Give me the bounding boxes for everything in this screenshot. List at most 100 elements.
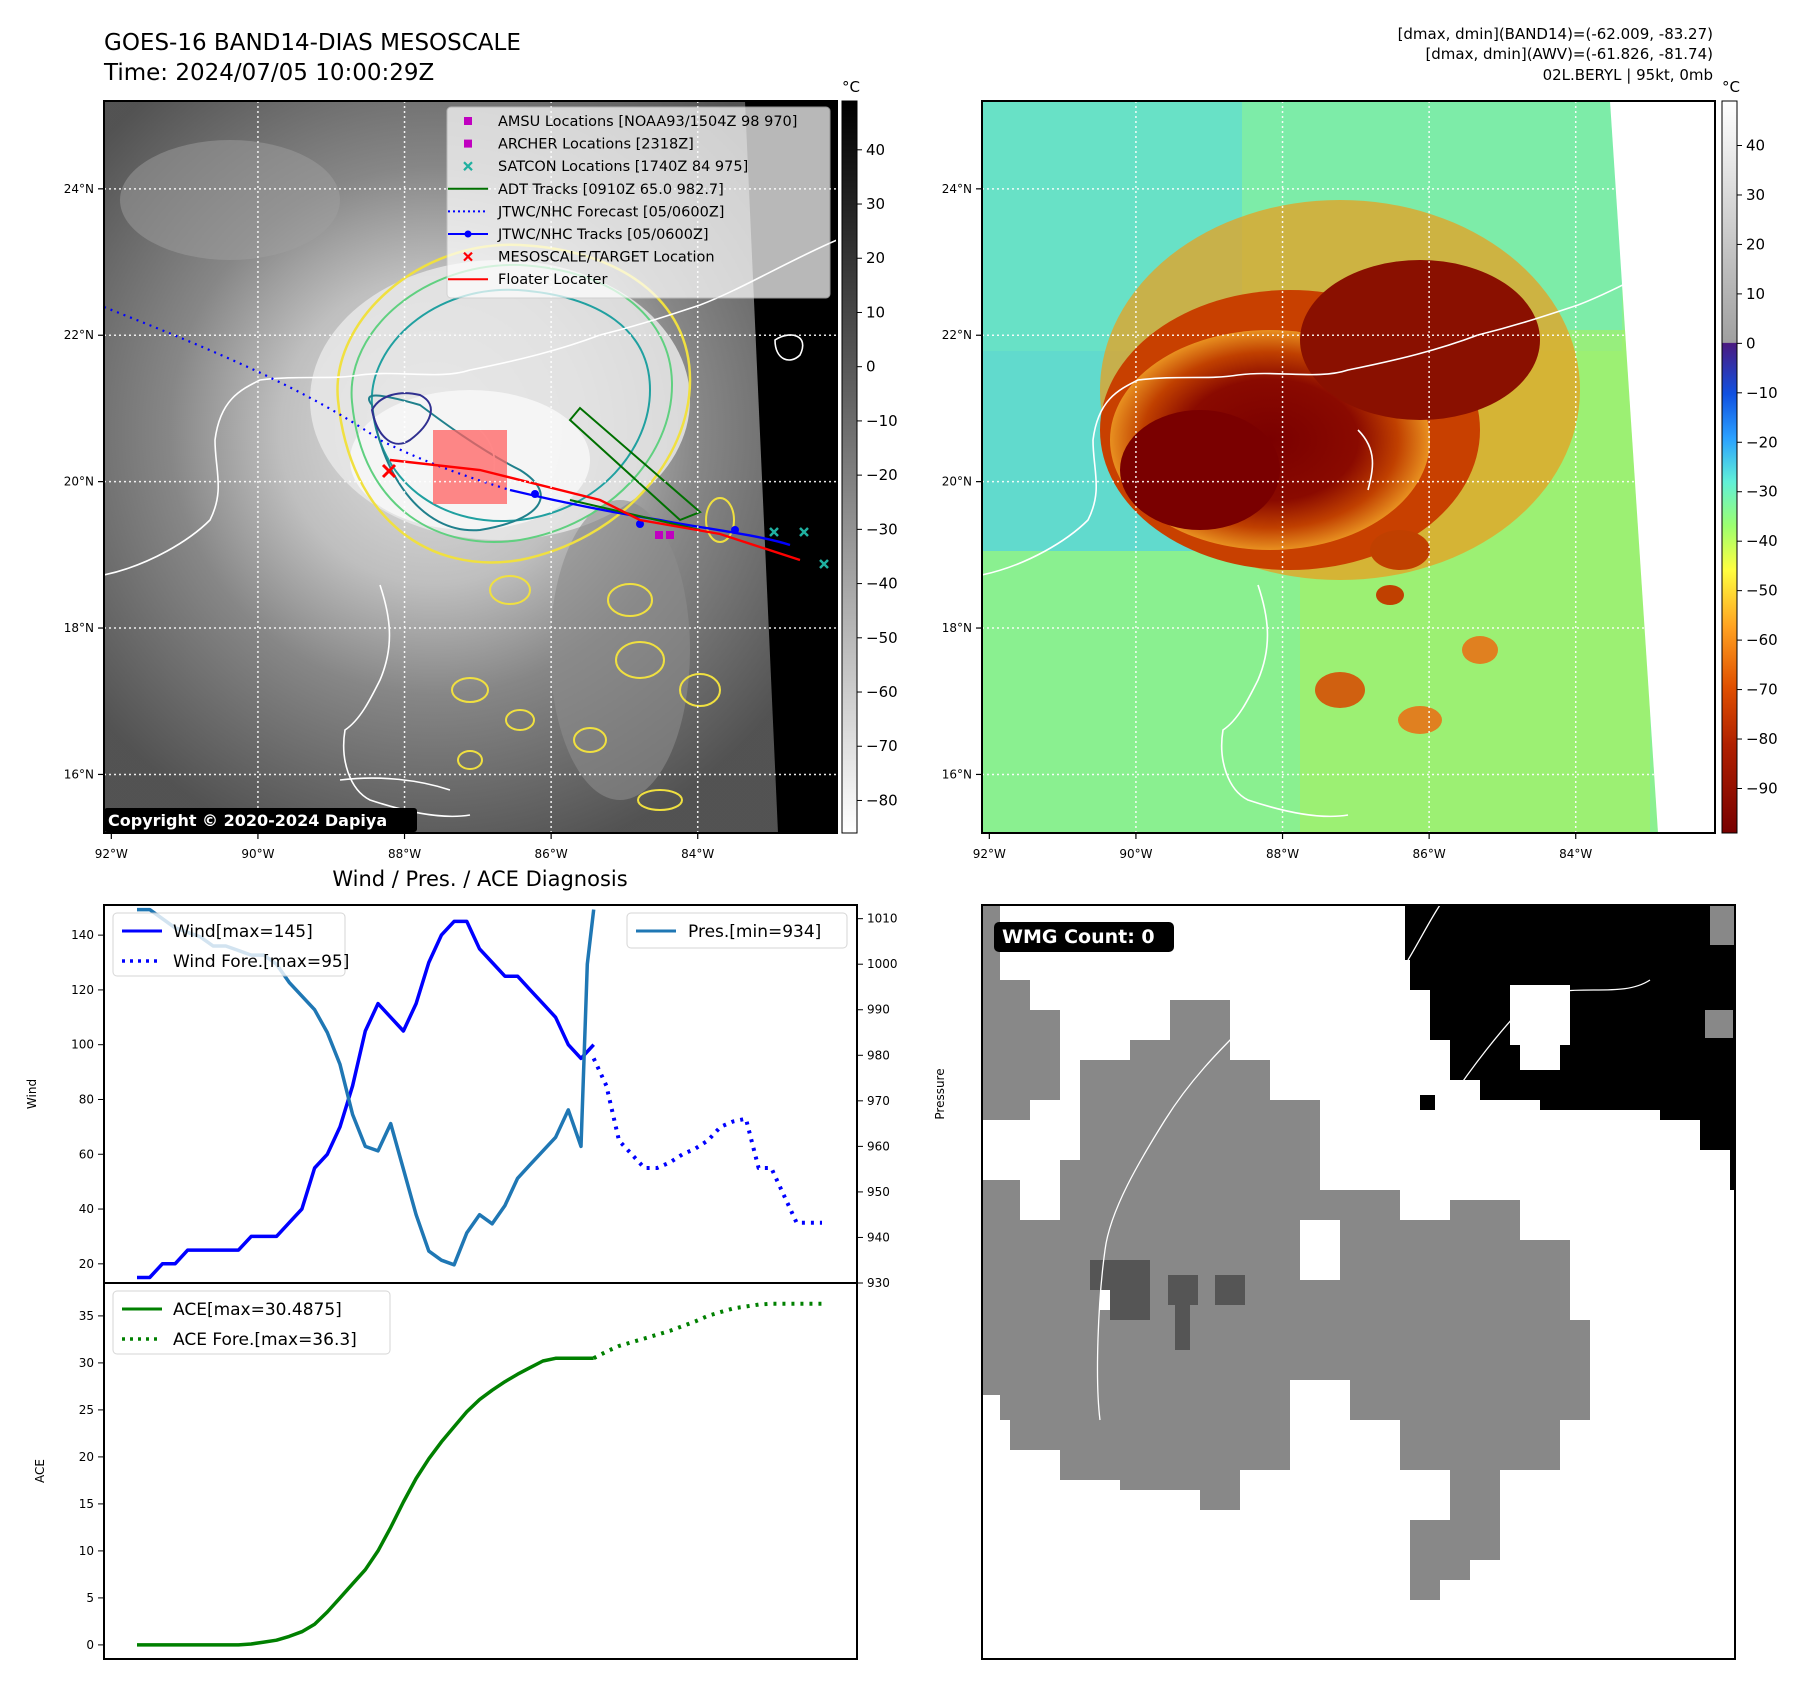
legend-square-marker [464, 117, 472, 125]
ace-tick-label: 0 [86, 1638, 94, 1652]
legend-entry: AMSU Locations [NOAA93/1504Z 98 970] [464, 114, 797, 130]
ace-tick-label: 5 [86, 1591, 94, 1605]
info-line-2: [dmax, dmin](AWV)=(-61.826, -81.74) [1425, 45, 1713, 63]
lon-tick-label: 84°W [1559, 847, 1592, 861]
ace-line [137, 1356, 594, 1647]
ace-tick-label: 20 [79, 1450, 94, 1464]
lon-tick-label: 86°W [1413, 847, 1446, 861]
lat-tick-label: 18°N [942, 621, 972, 635]
wmg-count-label: WMG Count: 0 [1002, 926, 1155, 948]
colorbar-tick-label: −50 [1746, 582, 1778, 600]
pressure-tick-label: 930 [867, 1276, 890, 1290]
legend-entry-label: JTWC/NHC Tracks [05/0600Z] [497, 227, 709, 243]
wind-axis-label: Wind [25, 1079, 39, 1109]
colorbar-tick-label: 0 [866, 358, 876, 376]
legend-entry: MESOSCALE/TARGET Location [463, 250, 715, 266]
lat-tick-label: 16°N [942, 767, 972, 781]
colorbar-tick-label: −30 [866, 520, 898, 538]
ace-legend: ACE[max=30.4875] ACE Fore.[max=36.3] [112, 1290, 391, 1355]
wind-line [137, 919, 595, 1280]
pressure-tick-label: 950 [867, 1185, 890, 1199]
lat-tick-label: 22°N [942, 328, 972, 342]
colorbar-tick-label: −70 [1746, 681, 1778, 699]
colorbar-tick-label: −10 [866, 412, 898, 430]
lon-tick-label: 84°W [681, 847, 714, 861]
lat-tick-label: 16°N [64, 767, 94, 781]
legend-entry: ADT Tracks [0910Z 65.0 982.7] [448, 182, 724, 198]
wind-tick-label: 140 [71, 928, 94, 942]
wind-tick-label: 80 [79, 1092, 94, 1106]
gray-colorbar: °C 40 30 20 10 0 −10 −20 −30 −40 −50 −60 −70 −80 [841, 78, 898, 834]
colorbar-tick-label: 40 [866, 141, 885, 159]
colorbar-tick-label: −20 [866, 466, 898, 484]
legend-entry-label: ADT Tracks [0910Z 65.0 982.7] [498, 182, 724, 198]
pressure-axis-label: Pressure [933, 1068, 947, 1119]
colorbar-tick-label: −50 [866, 629, 898, 647]
colorbar-tick-label: −60 [866, 683, 898, 701]
colorbar-tick-label: 10 [866, 303, 885, 321]
legend-dot-marker [464, 230, 472, 238]
legend-ace-label: ACE[max=30.4875] [173, 1300, 342, 1320]
lon-tick-label: 90°W [1119, 847, 1152, 861]
colorbar-tick-label: 40 [1746, 137, 1765, 155]
legend-entry-label: JTWC/NHC Forecast [05/0600Z] [497, 204, 724, 220]
ace-tick-label: 25 [79, 1403, 94, 1417]
wind-tick-label: 120 [71, 983, 94, 997]
colorbar-tick-label: −10 [1746, 384, 1778, 402]
ace-forecast-line [592, 1301, 822, 1360]
wind-forecast-line [591, 1057, 822, 1225]
figure-title: GOES-16 BAND14-DIAS MESOSCALE [104, 30, 521, 56]
wind-tick-label: 20 [79, 1257, 94, 1271]
lon-tick-label: 86°W [535, 847, 568, 861]
lat-tick-label: 24°N [64, 182, 94, 196]
legend-entry-label: SATCON Locations [1740Z 84 975] [498, 159, 748, 175]
lon-tick-label: 92°W [973, 847, 1006, 861]
legend-entry: JTWC/NHC Forecast [05/0600Z] [448, 204, 724, 220]
colorbar-tick-label: −80 [866, 791, 898, 809]
ace-chart: 0 5 10 15 20 25 30 35 ACE ACE[max=30.4875] ACE … [33, 1282, 858, 1660]
wmg-panel: WMG Count: 0 [981, 904, 1736, 1660]
color-colorbar: °C 40 30 20 10 0 −10 −20 −30 −40 −50 −60 −70 −80 −90 [1721, 78, 1778, 834]
colorbar-tick-label: −40 [1746, 532, 1778, 550]
legend-entry: ARCHER Locations [2318Z] [464, 137, 694, 153]
pressure-tick-label: 1000 [867, 957, 898, 971]
wind-pressure-chart: 20 40 60 80 100 120 140 930 940 950 960 970 980 990 1… [25, 904, 947, 1290]
colorbar-tick-label: 20 [866, 249, 885, 267]
legend-entry: JTWC/NHC Tracks [05/0600Z] [448, 227, 709, 243]
colorbar-tick-label: 20 [1746, 235, 1765, 253]
lat-tick-label: 20°N [942, 475, 972, 489]
legend-pressure-label: Pres.[min=934] [688, 922, 821, 942]
pressure-tick-label: 980 [867, 1048, 890, 1062]
colorbar-tick-label: 0 [1746, 334, 1756, 352]
legend-entry: SATCON Locations [1740Z 84 975] [463, 159, 748, 175]
color-colorbar-unit: °C [1722, 78, 1740, 96]
wind-tick-label: 40 [79, 1202, 94, 1216]
ace-tick-label: 35 [79, 1309, 94, 1323]
lon-tick-label: 90°W [241, 847, 274, 861]
legend-x-marker [463, 251, 473, 262]
lat-tick-label: 24°N [942, 182, 972, 196]
ace-axis-label: ACE [33, 1459, 47, 1483]
pressure-tick-label: 960 [867, 1139, 890, 1153]
colorbar-tick-label: 10 [1746, 285, 1765, 303]
pressure-legend: Pres.[min=934] [626, 912, 848, 949]
colorbar-tick-label: −40 [866, 575, 898, 593]
colorbar-tick-label: −70 [866, 737, 898, 755]
wind-tick-label: 60 [79, 1147, 94, 1161]
figure-time: Time: 2024/07/05 10:00:29Z [103, 60, 434, 86]
diagnosis-title: Wind / Pres. / ACE Diagnosis [332, 867, 627, 891]
info-line-3: 02L.BERYL | 95kt, 0mb [1543, 66, 1713, 84]
color-ir-map-panel [981, 100, 1716, 834]
info-line-1: [dmax, dmin](BAND14)=(-62.009, -83.27) [1398, 25, 1713, 43]
pressure-tick-label: 990 [867, 1003, 890, 1017]
pressure-tick-label: 970 [867, 1094, 890, 1108]
colorbar-tick-label: −80 [1746, 730, 1778, 748]
lon-tick-label: 88°W [1266, 847, 1299, 861]
ace-tick-label: 30 [79, 1356, 94, 1370]
copyright-label: Copyright © 2020-2024 Dapiya [108, 811, 387, 830]
legend-wind-forecast-label: Wind Fore.[max=95] [173, 952, 349, 972]
gray-colorbar-unit: °C [842, 78, 860, 96]
wind-tick-label: 100 [71, 1038, 94, 1052]
legend-square-marker [464, 139, 472, 148]
colorbar-tick-label: −20 [1746, 433, 1778, 451]
